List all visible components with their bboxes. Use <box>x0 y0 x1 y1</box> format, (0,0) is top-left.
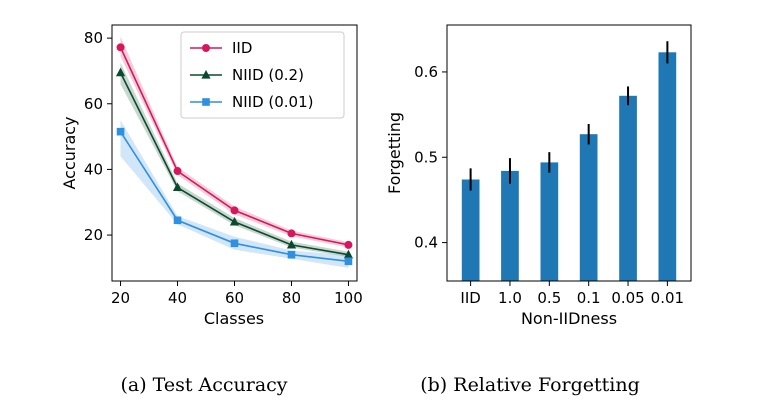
plot-frame <box>446 24 692 282</box>
point-niid-0-2 <box>229 216 240 226</box>
bar <box>461 179 480 281</box>
legend-label-iid: IID <box>232 39 252 57</box>
y-tick-label: 20 <box>84 226 103 244</box>
series-markers <box>115 43 354 266</box>
point-iid <box>344 240 353 249</box>
bar <box>540 162 559 281</box>
y-axis-ticks: 20 40 60 80 <box>84 29 112 244</box>
point-iid <box>287 229 296 238</box>
y-axis-label: Forgetting <box>385 112 404 194</box>
bar <box>579 134 598 281</box>
x-axis-ticks: IID 1.0 0.5 0.1 0.05 0.01 <box>460 281 684 307</box>
caption-a: (a) Test Accuracy <box>120 374 287 396</box>
x-axis-label: Non-IIDness <box>521 309 617 328</box>
x-tick-label: 60 <box>225 289 244 307</box>
point-niid-0-01 <box>116 127 125 136</box>
x-tick-label: 100 <box>334 289 363 307</box>
point-niid-0-2 <box>343 249 354 259</box>
legend-marker-niid-0-01 <box>202 98 210 106</box>
bar <box>619 95 637 281</box>
point-niid-0-01 <box>173 216 182 225</box>
y-axis-label: Accuracy <box>60 116 79 189</box>
x-tick-label: IID <box>460 289 480 307</box>
legend-marker-niid-0-2 <box>201 70 211 79</box>
x-tick-label: 0.1 <box>577 289 601 307</box>
x-tick-label: 0.5 <box>537 289 561 307</box>
accuracy-chart: 20 40 60 80 100 20 40 60 80 Classes Accuracy II… <box>60 24 363 396</box>
point-niid-0-01 <box>230 239 239 248</box>
x-tick-label: 40 <box>168 289 187 307</box>
y-tick-label: 40 <box>84 160 103 178</box>
forgetting-chart: IID 1.0 0.5 0.1 0.05 0.01 0.4 0.5 0.6 Non-IIDne… <box>385 24 692 396</box>
point-niid-0-01 <box>287 250 296 259</box>
legend-frame <box>180 31 345 119</box>
legend-marker-iid <box>202 44 210 52</box>
point-niid-0-2 <box>286 239 297 249</box>
x-tick-label: 0.01 <box>651 289 684 307</box>
band-iid <box>120 36 349 248</box>
y-tick-label: 0.5 <box>414 148 438 166</box>
y-axis-ticks: 0.4 0.5 0.6 <box>414 63 447 252</box>
point-iid <box>230 206 239 215</box>
bar <box>501 170 519 281</box>
x-tick-label: 20 <box>111 289 130 307</box>
band-niid-0-01 <box>120 120 349 268</box>
x-axis-label: Classes <box>204 309 264 328</box>
x-tick-label: 1.0 <box>498 289 522 307</box>
y-tick-label: 0.6 <box>414 63 438 81</box>
legend-label-niid-0-2: NIID (0.2) <box>232 66 304 84</box>
point-niid-0-01 <box>344 257 353 266</box>
x-tick-label: 0.05 <box>611 289 644 307</box>
error-bars <box>469 41 669 191</box>
y-tick-label: 80 <box>84 29 103 47</box>
point-iid <box>116 43 125 52</box>
bar <box>658 52 677 281</box>
y-tick-label: 60 <box>84 95 103 113</box>
point-niid-0-2 <box>115 67 126 77</box>
x-axis-ticks: 20 40 60 80 100 <box>111 281 363 307</box>
bars <box>461 52 677 281</box>
caption-b: (b) Relative Forgetting <box>420 374 640 396</box>
x-tick-label: 80 <box>282 289 301 307</box>
point-niid-0-2 <box>172 182 183 192</box>
point-iid <box>173 167 182 176</box>
y-tick-label: 0.4 <box>414 234 438 252</box>
legend: IID NIID (0.2) NIID (0.01) <box>180 31 345 119</box>
legend-label-niid-0-01: NIID (0.01) <box>232 93 314 111</box>
